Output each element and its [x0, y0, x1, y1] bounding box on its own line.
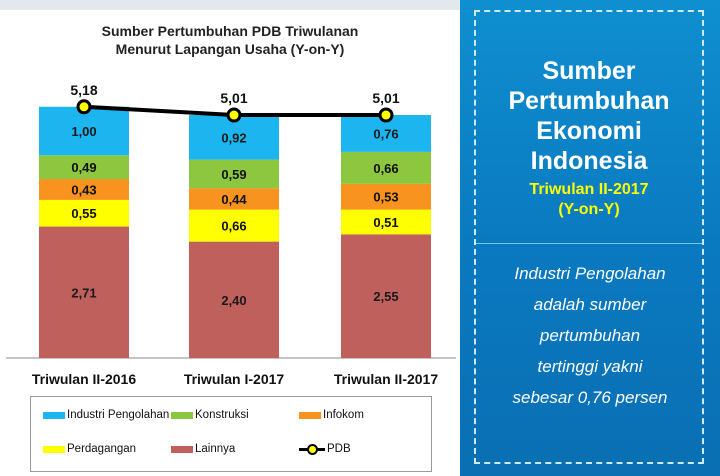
side-panel-dashed-frame [474, 10, 704, 464]
line-label-pdb-1: 5,18 [70, 82, 97, 98]
data-label-perdagangan-3: 0,51 [373, 215, 398, 230]
data-label-konstruksi-1: 0,49 [71, 160, 96, 175]
data-label-lainnya-2: 2,40 [221, 293, 246, 308]
side-desc-line-3: pertumbuhan [539, 326, 641, 345]
side-subtitle-line-1: Triwulan II-2017 [529, 181, 649, 198]
legend-label-konstruksi: Konstruksi [195, 409, 249, 421]
data-label-perdagangan-2: 0,66 [221, 219, 246, 234]
data-label-lainnya-1: 2,71 [71, 285, 96, 300]
side-subtitle-line-2: (Y-on-Y) [558, 201, 620, 218]
bar-infokom-3 [341, 183, 431, 210]
legend-swatch-konstruksi [171, 411, 193, 419]
data-label-infokom-1: 0,43 [71, 182, 96, 197]
bar-lainnya-1 [39, 226, 129, 358]
legend-item-perdagangan: Perdagangan [43, 443, 136, 455]
legend-label-perdagangan: Perdagangan [67, 443, 137, 455]
bar-konstruksi-1 [39, 155, 129, 180]
legend-label-infokom: Infokom [323, 409, 364, 421]
x-tick-label-2: Triwulan I-2017 [184, 371, 285, 387]
x-tick-label-1: Triwulan II-2016 [32, 371, 136, 387]
legend-swatch-lainnya [171, 445, 193, 453]
x-tick-label-3: Triwulan II-2017 [334, 371, 438, 387]
data-label-infokom-3: 0,53 [373, 190, 398, 205]
side-desc-line-2: adalah sumber [533, 295, 647, 314]
side-panel-description: Industri Pengolahan adalah sumber pertum… [486, 258, 694, 413]
bar-industri-pengolahan-1 [39, 106, 129, 156]
data-label-industri-pengolahan-1: 1,00 [71, 124, 96, 139]
side-title-line-1: Sumber [542, 57, 636, 85]
side-desc-line-5: sebesar 0,76 persen [512, 388, 668, 407]
line-marker-pdb-2 [226, 107, 242, 123]
side-title-line-3: Ekonomi [536, 117, 642, 145]
data-label-lainnya-3: 2,55 [373, 289, 398, 304]
line-marker-pdb-1 [76, 99, 92, 115]
side-title-line-4: Indonesia [530, 147, 648, 175]
bar-perdagangan-3 [341, 209, 431, 235]
data-label-konstruksi-3: 0,66 [373, 161, 398, 176]
bar-lainnya-3 [341, 234, 431, 358]
legend-item-konstruksi: Konstruksi [171, 409, 249, 421]
side-desc-line-1: Industri Pengolahan [514, 264, 666, 283]
legend-swatch-perdagangan [43, 445, 65, 453]
data-label-industri-pengolahan-3: 0,76 [373, 126, 398, 141]
side-desc-line-4: tertinggi yakni [537, 357, 643, 376]
bar-infokom-1 [39, 179, 129, 200]
line-label-pdb-2: 5,01 [220, 90, 247, 106]
bar-infokom-2 [189, 188, 279, 210]
legend-label-pdb: PDB [327, 443, 351, 455]
chart-title: Sumber Pertumbuhan PDB Triwulanan Menuru… [40, 22, 420, 58]
data-label-industri-pengolahan-2: 0,92 [221, 130, 246, 145]
legend-swatch-infokom [299, 411, 321, 419]
side-title-line-2: Pertumbuhan [508, 87, 670, 115]
bar-lainnya-2 [189, 241, 279, 358]
line-label-pdb-3: 5,01 [372, 90, 399, 106]
legend-item-pdb: PDB [299, 443, 351, 455]
bar-konstruksi-3 [341, 151, 431, 184]
legend-item-infokom: Infokom [299, 409, 364, 421]
data-label-infokom-2: 0,44 [221, 192, 247, 207]
chart-area: Sumber Pertumbuhan PDB Triwulanan Menuru… [0, 0, 460, 472]
top-strip [0, 0, 460, 10]
chart-title-line-2: Menurut Lapangan Usaha (Y-on-Y) [115, 41, 345, 57]
stacked-bar-chart: 2,71 0,55 0,43 0,49 1,00 Triwulan II-2016 2,40… [6, 82, 456, 387]
side-panel-title: Sumber Pertumbuhan Ekonomi Indonesia [476, 56, 702, 176]
legend-line-marker-icon [299, 444, 325, 455]
bar-perdagangan-1 [39, 199, 129, 227]
legend-label-industri-pengolahan: Industri Pengolahan [67, 409, 170, 421]
bar-perdagangan-2 [189, 209, 279, 242]
legend-item-lainnya: Lainnya [171, 443, 235, 455]
legend-item-industri-pengolahan: Industri Pengolahan [43, 409, 169, 421]
data-label-konstruksi-2: 0,59 [221, 167, 246, 182]
chart-title-line-1: Sumber Pertumbuhan PDB Triwulanan [101, 23, 359, 39]
bar-konstruksi-2 [189, 159, 279, 189]
chart-legend: Industri Pengolahan Konstruksi Infokom Perd… [30, 396, 432, 472]
side-panel-subtitle: Triwulan II-2017 (Y-on-Y) [476, 180, 702, 220]
legend-label-lainnya: Lainnya [195, 443, 236, 455]
side-panel-divider [476, 243, 702, 244]
line-marker-pdb-3 [378, 107, 394, 123]
data-label-perdagangan-1: 0,55 [71, 206, 96, 221]
legend-swatch-industri-pengolahan [43, 411, 65, 419]
side-panel [460, 0, 720, 476]
